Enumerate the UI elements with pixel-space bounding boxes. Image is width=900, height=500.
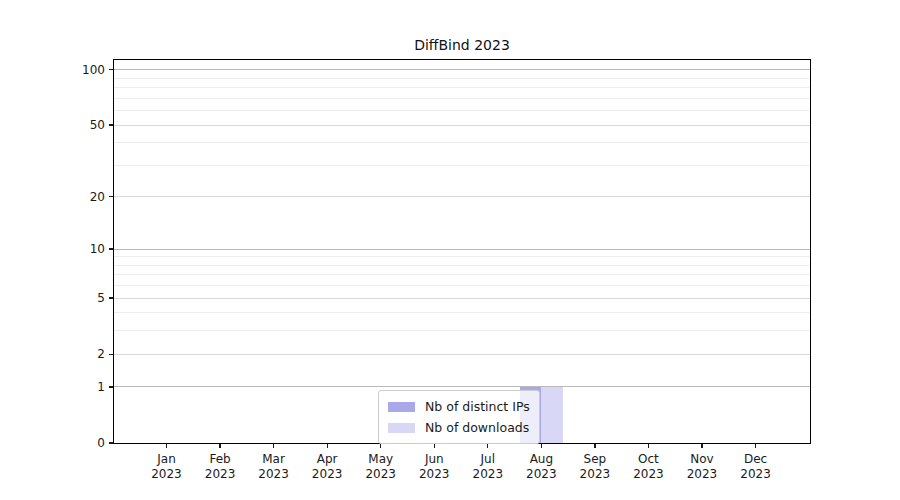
y-tick-mark (109, 297, 114, 298)
y-tick-mark (109, 386, 114, 387)
y-tick-mark (109, 354, 114, 355)
y-tick-label: 0 (45, 435, 105, 451)
legend-item-distinct-ips: Nb of distinct IPs (388, 396, 530, 417)
legend-item-downloads: Nb of downloads (388, 417, 530, 438)
plot-area: Nb of distinct IPs Nb of downloads (114, 60, 810, 443)
bar-downloads-aug (541, 387, 563, 443)
y-tick-label: 1 (45, 379, 105, 395)
x-tick-mark (166, 443, 167, 448)
y-tick-mark (109, 124, 114, 125)
legend-swatch-downloads (388, 423, 415, 433)
x-tick-mark (701, 443, 702, 448)
legend: Nb of distinct IPs Nb of downloads (378, 390, 540, 444)
y-tick-label: 100 (45, 62, 105, 78)
y-tick-mark (109, 196, 114, 197)
x-tick-mark (648, 443, 649, 448)
y-tick-label: 2 (45, 346, 105, 362)
x-tick-label: Dec2023 (724, 452, 788, 482)
bars-layer (114, 60, 810, 443)
y-tick-mark (109, 442, 114, 443)
x-tick-year: 2023 (724, 467, 788, 482)
y-tick-label: 5 (45, 290, 105, 306)
x-tick-mark (541, 443, 542, 448)
y-tick-label: 10 (45, 241, 105, 257)
figure: DiffBind 2023 Nb of distinct IPs Nb of d… (0, 0, 900, 500)
y-tick-mark (109, 248, 114, 249)
x-tick-mark (327, 443, 328, 448)
chart-title: DiffBind 2023 (114, 36, 810, 54)
x-tick-mark (273, 443, 274, 448)
legend-swatch-distinct-ips (388, 402, 415, 412)
y-tick-label: 50 (45, 117, 105, 133)
legend-label-downloads: Nb of downloads (425, 420, 529, 435)
x-tick-mark (219, 443, 220, 448)
legend-label-distinct-ips: Nb of distinct IPs (425, 399, 530, 414)
x-tick-mark (755, 443, 756, 448)
y-tick-mark (109, 69, 114, 70)
y-tick-label: 20 (45, 189, 105, 205)
x-tick-mark (594, 443, 595, 448)
